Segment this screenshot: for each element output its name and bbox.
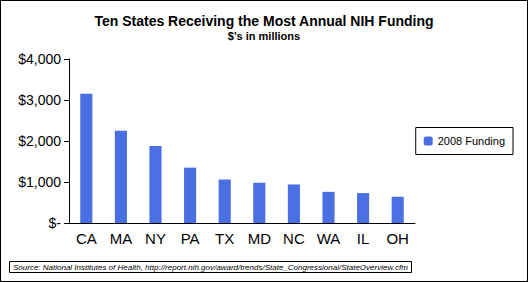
svg-text:$3,000: $3,000 [18, 92, 61, 108]
svg-text:MD: MD [248, 230, 271, 247]
svg-text:PA: PA [181, 230, 200, 247]
svg-text:$1,000: $1,000 [18, 174, 61, 190]
svg-text:OH: OH [386, 230, 409, 247]
svg-text:NC: NC [283, 230, 305, 247]
svg-text:WA: WA [317, 230, 341, 247]
svg-text:$'s in millions: $'s in millions [228, 30, 300, 42]
svg-text:Ten States Receiving the Most: Ten States Receiving the Most Annual NIH… [94, 13, 433, 29]
svg-text:2008 Funding: 2008 Funding [438, 135, 505, 147]
svg-text:$-: $- [49, 215, 62, 231]
svg-text:$2,000: $2,000 [18, 133, 61, 149]
svg-text:IL: IL [357, 230, 370, 247]
svg-text:CA: CA [76, 230, 97, 247]
svg-text:TX: TX [215, 230, 234, 247]
svg-text:NY: NY [145, 230, 166, 247]
svg-text:MA: MA [110, 230, 132, 247]
svg-text:Source: National Institutes of: Source: National Institutes of Health, h… [13, 263, 408, 272]
svg-text:$4,000: $4,000 [18, 51, 61, 67]
